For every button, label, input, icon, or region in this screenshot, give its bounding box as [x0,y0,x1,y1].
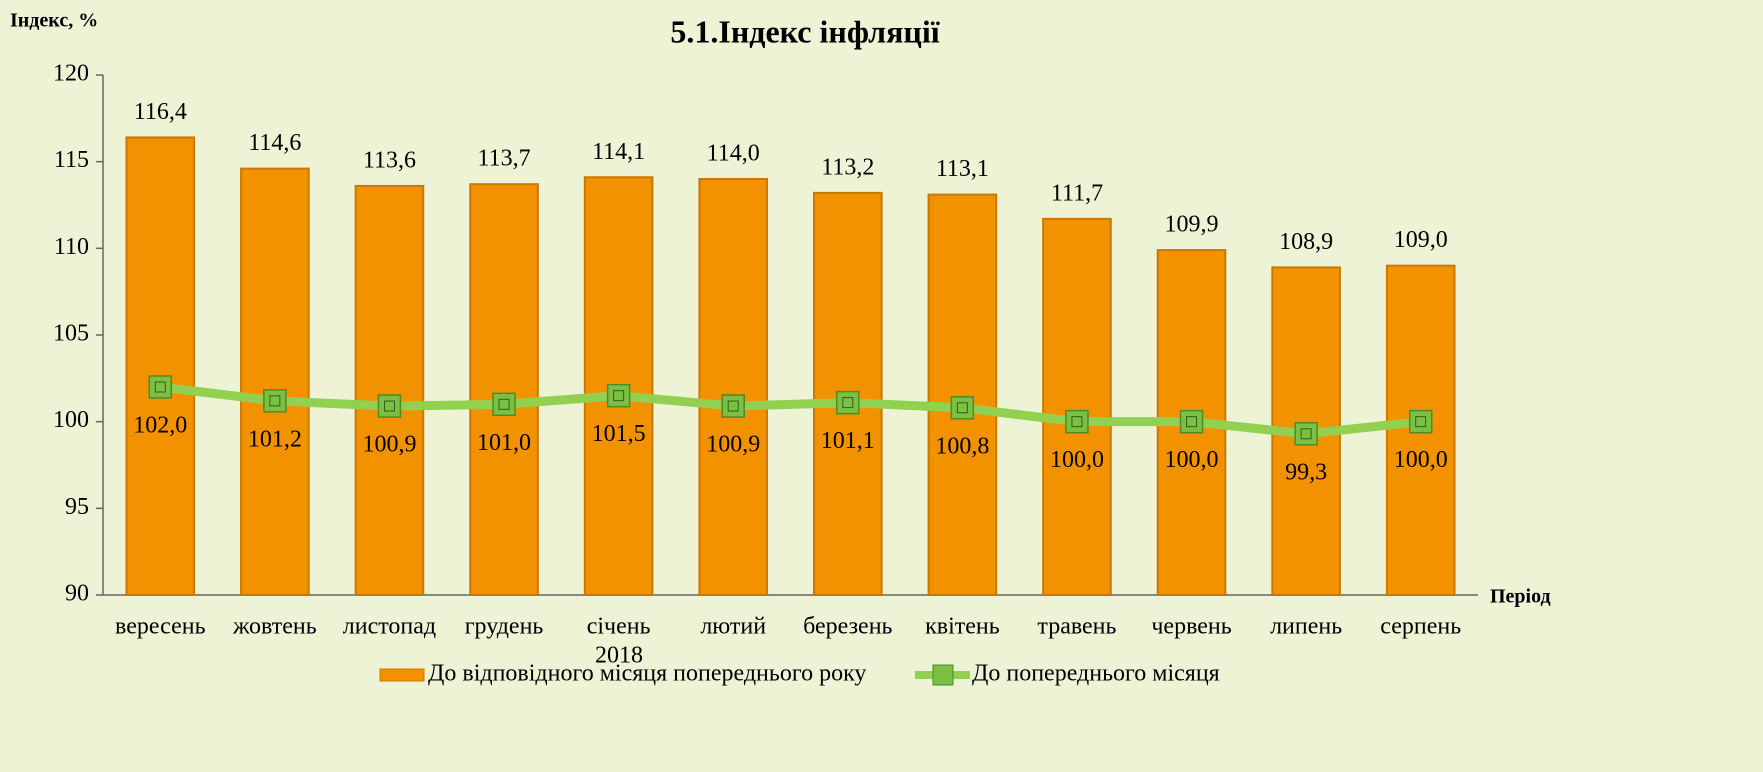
line-value-label: 100,0 [1165,447,1219,473]
y-tick-label: 105 [53,321,89,347]
line-marker [148,375,173,399]
marker-inner [498,398,510,410]
bar-value-label: 116,4 [134,99,187,125]
bar-value-label: 113,2 [821,154,874,180]
line-value-label: 100,8 [935,433,989,459]
marker-inner [1186,416,1198,428]
line-value-label: 99,3 [1285,459,1327,485]
marker-inner [269,395,281,407]
y-tick-label: 120 [53,61,89,87]
marker-inner [956,402,968,414]
line-value-label: 100,9 [706,432,760,458]
x-tick-label: лютий [700,614,766,640]
marker-inner [1415,416,1427,428]
line-marker [377,394,402,418]
marker-inner [727,400,739,412]
line-marker [836,390,860,415]
line-value-label: 102,0 [133,413,187,439]
x-tick-label: січень [587,614,651,640]
x-tick-label: квітень [925,614,1000,640]
bar-value-label: 113,1 [936,156,989,182]
line [159,382,1422,439]
line-marker [1179,409,1204,434]
line-marker [606,383,631,408]
bar-value-label: 108,9 [1279,229,1333,255]
bar-value-label: 113,6 [363,147,416,173]
y-tick-label: 100 [53,407,89,433]
y-axis-label: Індекс, % [10,10,98,32]
legend-swatch [379,668,425,682]
bar-value-label: 114,0 [707,141,760,167]
x-axis-label: Період [1490,586,1551,608]
line-value-label: 100,9 [362,432,416,458]
x-tick-label: жовтень [232,614,317,640]
bar [240,167,310,596]
bar [125,136,196,596]
marker-inner [1071,416,1083,428]
line-value-label: 101,5 [592,421,646,447]
line-value-label: 101,1 [821,428,875,454]
bar [469,183,539,596]
legend-label: До відповідного місяця попереднього року [428,661,866,687]
bar-value-label: 109,9 [1165,212,1219,238]
line-marker [950,396,975,420]
bar-value-label: 111,7 [1051,180,1103,206]
x-tick-label: грудень [465,614,544,640]
line-value-label: 100,0 [1394,447,1448,473]
line-marker [1294,422,1318,446]
bar [1042,217,1112,596]
bar [698,178,769,596]
marker-inner [613,390,625,402]
line-marker [721,394,745,418]
x-annotation: 2018 [595,643,643,669]
line-value-label: 100,0 [1050,447,1104,473]
x-tick-label: вересень [115,614,206,640]
bar [354,184,425,597]
line-marker [1065,409,1089,434]
x-tick-label: червень [1151,614,1231,640]
x-tick-label: березень [803,614,892,640]
y-tick-label: 115 [54,147,89,173]
marker-inner [1300,428,1312,440]
x-tick-label: листопад [343,614,436,640]
bar-value-label: 113,7 [477,146,530,172]
bar [927,193,998,596]
x-tick-label: травень [1037,614,1116,640]
bar-value-label: 114,1 [592,139,645,165]
line-marker [263,389,287,413]
y-tick-label: 90 [65,581,89,607]
bar-value-label: 109,0 [1394,227,1448,253]
marker-inner [842,397,854,409]
line-marker [492,392,516,417]
y-tick-label: 95 [65,494,89,520]
legend-label: До попереднього місяця [972,661,1220,687]
bar-value-label: 114,6 [248,130,301,156]
y-tick-label: 110 [54,234,89,260]
line-marker [1408,409,1433,434]
x-tick-label: липень [1270,614,1342,640]
line-value-label: 101,0 [477,430,531,456]
marker-inner [383,400,395,412]
chart-title: 5.1.Індекс інфляції [670,13,940,49]
x-tick-label: серпень [1380,614,1461,640]
line-value-label: 101,2 [248,426,302,452]
legend-marker [932,664,954,686]
marker-inner [154,381,166,393]
